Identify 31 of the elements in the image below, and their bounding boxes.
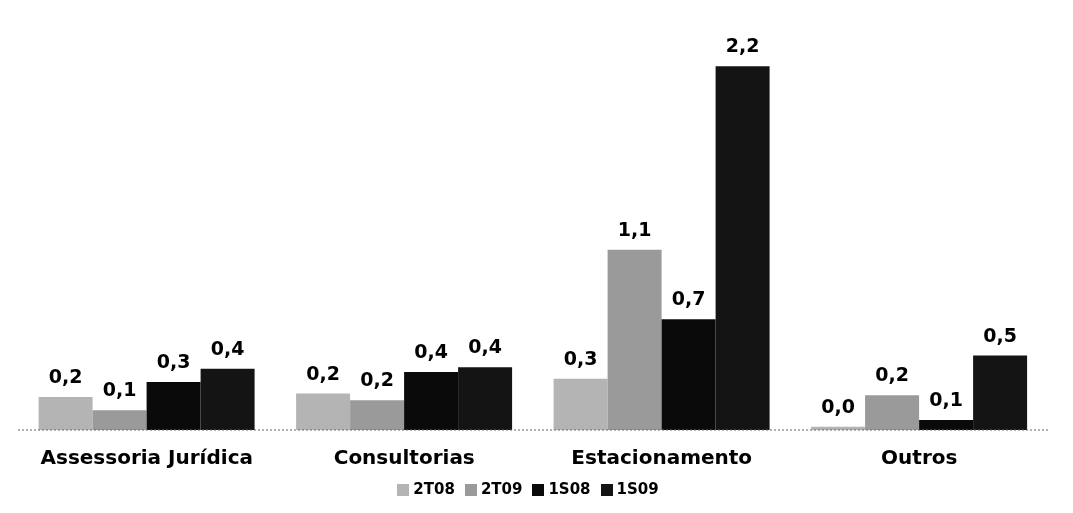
x-tick-label: Outros xyxy=(881,445,958,470)
bar xyxy=(38,396,93,430)
data-label: 0,0 xyxy=(821,394,855,417)
x-tick-label: Consultorias xyxy=(333,445,475,470)
data-label: 0,2 xyxy=(360,368,394,391)
data-label: 2,2 xyxy=(725,34,760,57)
data-label: 0,2 xyxy=(48,364,83,387)
data-label: 0,4 xyxy=(210,336,245,359)
data-label: 0,3 xyxy=(563,346,598,369)
data-label: 0,2 xyxy=(306,361,340,384)
legend-label: 1S08 xyxy=(548,480,591,498)
bar xyxy=(607,249,662,430)
bar xyxy=(92,410,147,430)
data-label: 0,4 xyxy=(468,335,502,358)
legend-label: 2T09 xyxy=(480,480,523,498)
bar xyxy=(553,378,608,430)
x-tick-label: Assessoria Jurídica xyxy=(40,445,253,470)
data-label: 0,1 xyxy=(929,388,963,411)
data-label: 1,1 xyxy=(617,217,652,240)
data-label: 0,7 xyxy=(671,287,706,310)
bar xyxy=(865,395,920,430)
x-tick-label: Estacionamento xyxy=(571,445,753,470)
legend-label: 1S09 xyxy=(616,480,659,498)
bar xyxy=(350,400,405,430)
legend-label: 2T08 xyxy=(413,480,455,498)
data-label: 0,3 xyxy=(156,350,191,373)
data-label: 0,1 xyxy=(102,378,137,401)
data-label: 0,4 xyxy=(414,340,448,363)
data-label: 0,2 xyxy=(875,363,909,386)
data-label: 0,5 xyxy=(983,323,1017,346)
bar xyxy=(296,393,351,430)
